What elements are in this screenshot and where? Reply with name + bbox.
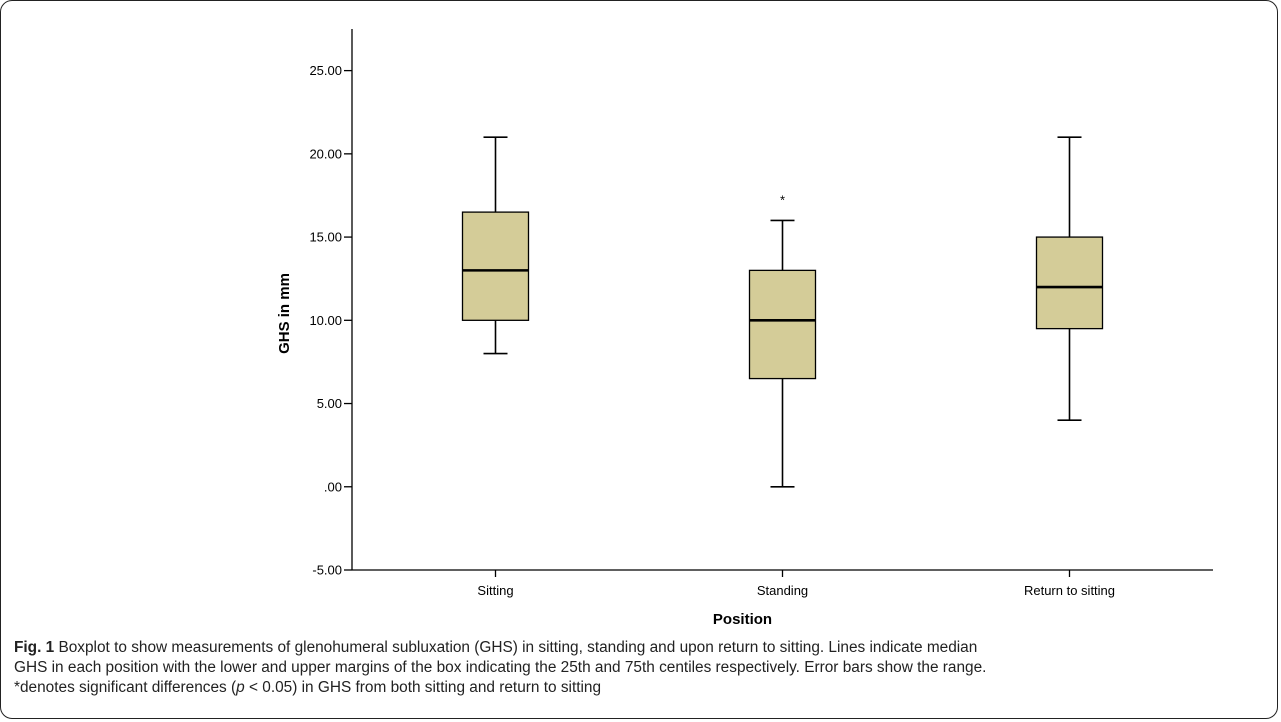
box bbox=[1035, 236, 1104, 330]
y-tick-label: 20.00 bbox=[309, 146, 342, 161]
y-axis-title: GHS in mm bbox=[276, 273, 293, 354]
caption-label: Fig. 1 bbox=[14, 639, 55, 656]
caption-line-3a: *denotes significant differences ( bbox=[14, 679, 237, 696]
caption-line-2: GHS in each position with the lower and … bbox=[14, 659, 987, 676]
x-axis-title: Position bbox=[713, 611, 772, 628]
y-tick-label: 10.00 bbox=[309, 313, 342, 328]
box bbox=[748, 269, 817, 380]
caption-line-1: Boxplot to show measurements of glenohum… bbox=[54, 639, 978, 656]
y-tick-label: 5.00 bbox=[317, 396, 342, 411]
x-tick-label: Standing bbox=[757, 583, 808, 598]
y-tick-label: -5.00 bbox=[312, 563, 342, 578]
caption-line-3b: < 0.05) in GHS from both sitting and ret… bbox=[244, 679, 602, 696]
x-tick-label: Sitting bbox=[477, 583, 513, 598]
outlier-marker: * bbox=[780, 192, 785, 207]
caption-p-symbol: p bbox=[236, 679, 245, 696]
y-tick-label: 15.00 bbox=[309, 230, 342, 245]
y-tick-label: 25.00 bbox=[309, 63, 342, 78]
box bbox=[461, 211, 530, 321]
boxplot-chart: -5.00 .00 5.00 10.00 15.00 20.00 25.00 GHS in m… bbox=[276, 29, 1213, 628]
y-tick-label: .00 bbox=[324, 479, 342, 494]
figure-caption: Fig. 1 Boxplot to show measurements of g… bbox=[14, 638, 1269, 698]
x-tick-label: Return to sitting bbox=[1024, 583, 1115, 598]
